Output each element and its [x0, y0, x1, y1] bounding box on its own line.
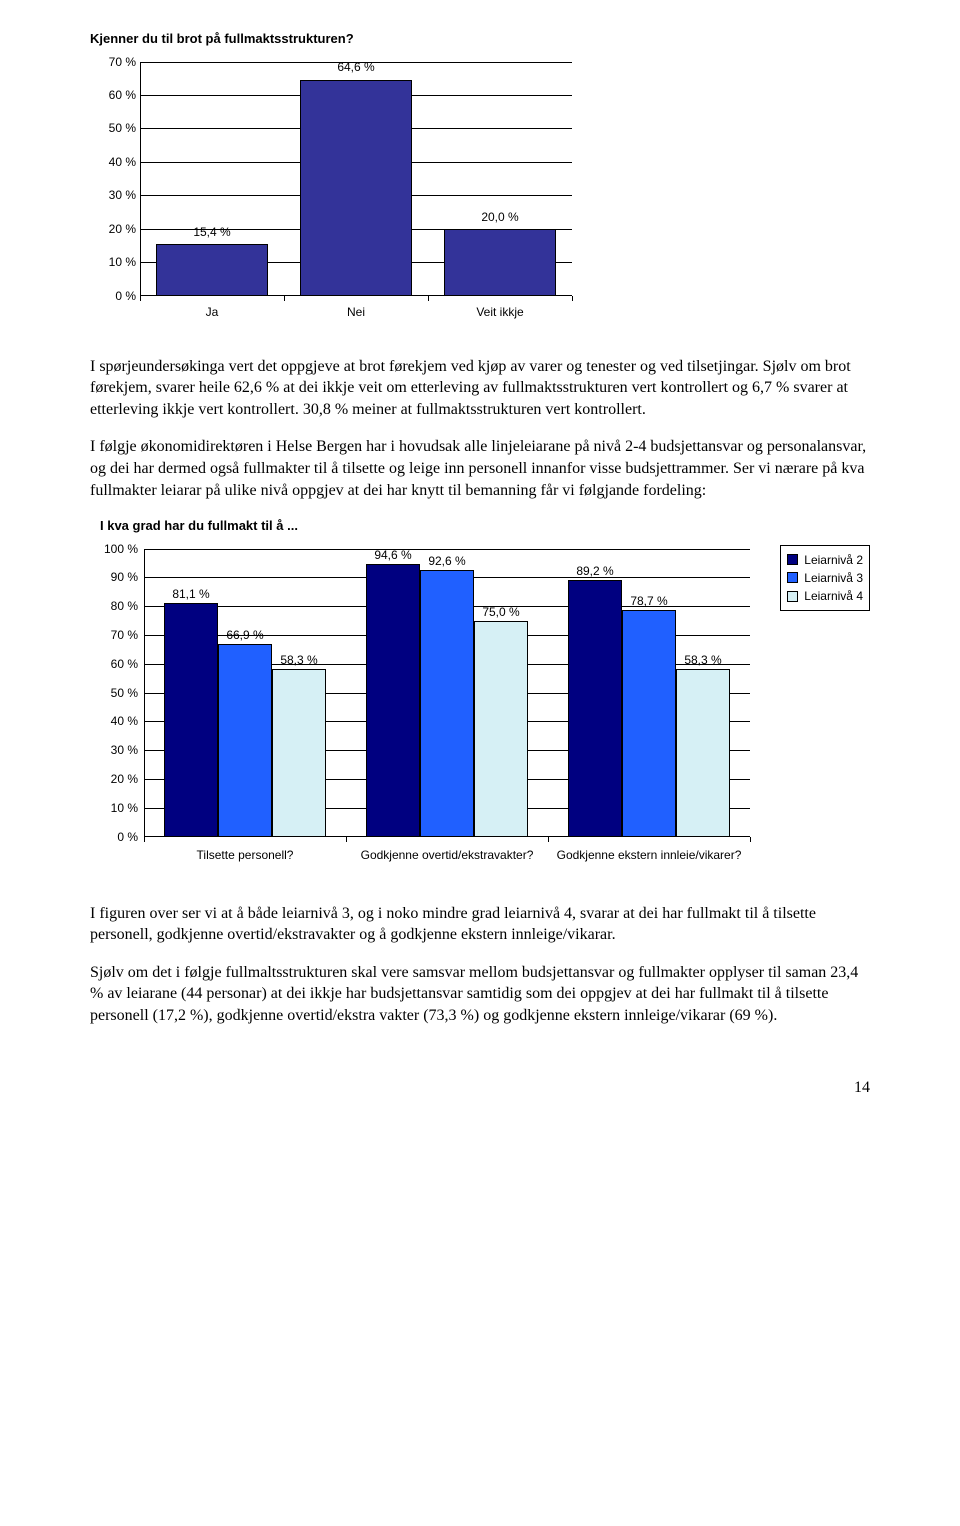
chart1-xlabel: Veit ikkje: [428, 296, 572, 332]
chart2-legend: Leiarnivå 2 Leiarnivå 3 Leiarnivå 4: [780, 545, 870, 612]
chart1-ytick: 70 %: [90, 53, 136, 69]
chart2-bar: 75,0 %: [474, 621, 528, 837]
chart1-ytick: 40 %: [90, 154, 136, 170]
chart2-bar: 94,6 %: [366, 564, 420, 836]
chart2: 0 % 10 % 20 % 30 % 40 % 50 % 60 % 70 % 80 % 90 % 1…: [90, 543, 870, 873]
legend-label: Leiarnivå 3: [804, 570, 863, 586]
chart2-ytick: 30 %: [90, 742, 138, 758]
chart1-bar: [156, 244, 268, 295]
chart2-bar-label: 89,2 %: [576, 563, 613, 579]
legend-label: Leiarnivå 2: [804, 552, 863, 568]
legend-item: Leiarnivå 4: [787, 588, 863, 604]
chart2-bar-label: 78,7 %: [630, 593, 667, 609]
chart2-ytick: 80 %: [90, 598, 138, 614]
chart2-ytick: 10 %: [90, 800, 138, 816]
chart2-bar-label: 75,0 %: [482, 604, 519, 620]
chart1-ytick: 50 %: [90, 120, 136, 136]
legend-swatch: [787, 554, 798, 565]
chart2-bar: 92,6 %: [420, 570, 474, 837]
chart2-bar-label: 58,3 %: [280, 652, 317, 668]
chart1-xlabel: Nei: [284, 296, 428, 332]
chart2-bar: 89,2 %: [568, 580, 622, 837]
chart2-bar-label: 94,6 %: [374, 547, 411, 563]
chart2-ytick: 70 %: [90, 627, 138, 643]
chart1: 0 %10 %20 %30 %40 %50 %60 %70 % 15,4 %64…: [90, 62, 590, 332]
chart1-bar-label: 64,6 %: [337, 59, 374, 75]
paragraph-4: Sjølv om det i følgje fullmaltsstrukture…: [90, 962, 870, 1027]
chart2-title: I kva grad har du fullmakt til å ...: [100, 517, 870, 535]
chart1-ytick: 30 %: [90, 187, 136, 203]
chart2-xlabel: Godkjenne overtid/ekstravakter?: [346, 837, 548, 873]
legend-item: Leiarnivå 3: [787, 570, 863, 586]
paragraph-3: I figuren over ser vi at å både leiarniv…: [90, 903, 870, 946]
legend-swatch: [787, 591, 798, 602]
chart2-bar: 81,1 %: [164, 603, 218, 837]
chart1-bar-label: 20,0 %: [481, 209, 518, 225]
chart2-ytick: 90 %: [90, 569, 138, 585]
chart2-bar-label: 58,3 %: [684, 652, 721, 668]
chart1-ytick: 0 %: [90, 287, 136, 303]
chart1-bar: [444, 229, 556, 296]
chart1-xlabel: Ja: [140, 296, 284, 332]
chart2-ytick: 50 %: [90, 685, 138, 701]
chart2-bar: 58,3 %: [272, 669, 326, 837]
legend-swatch: [787, 572, 798, 583]
page-number: 14: [90, 1077, 870, 1099]
chart1-title: Kjenner du til brot på fullmaktsstruktur…: [90, 30, 870, 48]
chart2-bar: 58,3 %: [676, 669, 730, 837]
legend-item: Leiarnivå 2: [787, 552, 863, 568]
chart2-xlabel: Godkjenne ekstern innleie/vikarer?: [548, 837, 750, 873]
chart2-ytick: 40 %: [90, 713, 138, 729]
legend-label: Leiarnivå 4: [804, 588, 863, 604]
chart1-ytick: 20 %: [90, 221, 136, 237]
paragraph-2: I følgje økonomidirektøren i Helse Berge…: [90, 436, 870, 501]
chart2-xlabel: Tilsette personell?: [144, 837, 346, 873]
chart1-ytick: 10 %: [90, 254, 136, 270]
chart2-bar-label: 66,9 %: [226, 627, 263, 643]
chart2-ytick: 0 %: [90, 829, 138, 845]
chart1-bar-label: 15,4 %: [193, 224, 230, 240]
chart1-ytick: 60 %: [90, 87, 136, 103]
chart2-ytick: 20 %: [90, 771, 138, 787]
chart2-bar: 66,9 %: [218, 644, 272, 837]
chart2-ytick: 100 %: [90, 541, 138, 557]
chart2-bar-label: 92,6 %: [428, 553, 465, 569]
chart2-ytick: 60 %: [90, 656, 138, 672]
chart2-bar: 78,7 %: [622, 610, 676, 837]
chart2-bar-label: 81,1 %: [172, 586, 209, 602]
paragraph-1: I spørjeundersøkinga vert det oppgjeve a…: [90, 356, 870, 421]
chart1-bar: [300, 80, 412, 296]
